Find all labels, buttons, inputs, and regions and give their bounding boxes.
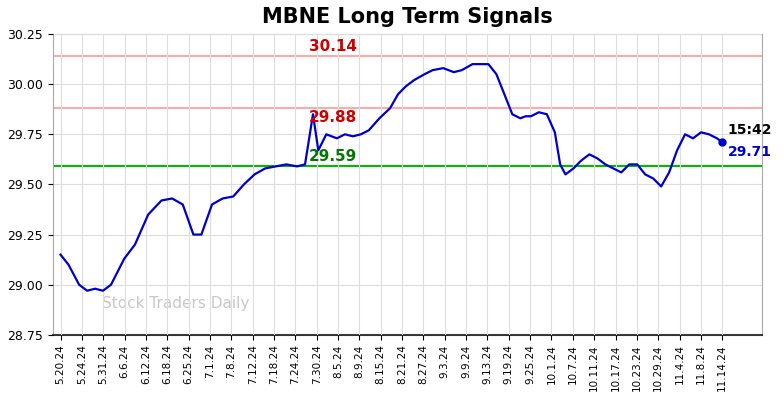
Text: 30.14: 30.14 [309,39,357,54]
Text: 29.88: 29.88 [309,110,357,125]
Text: 15:42: 15:42 [728,123,772,137]
Text: Stock Traders Daily: Stock Traders Daily [102,296,249,311]
Text: 29.71: 29.71 [728,145,771,159]
Text: 29.59: 29.59 [309,149,357,164]
Title: MBNE Long Term Signals: MBNE Long Term Signals [262,7,553,27]
